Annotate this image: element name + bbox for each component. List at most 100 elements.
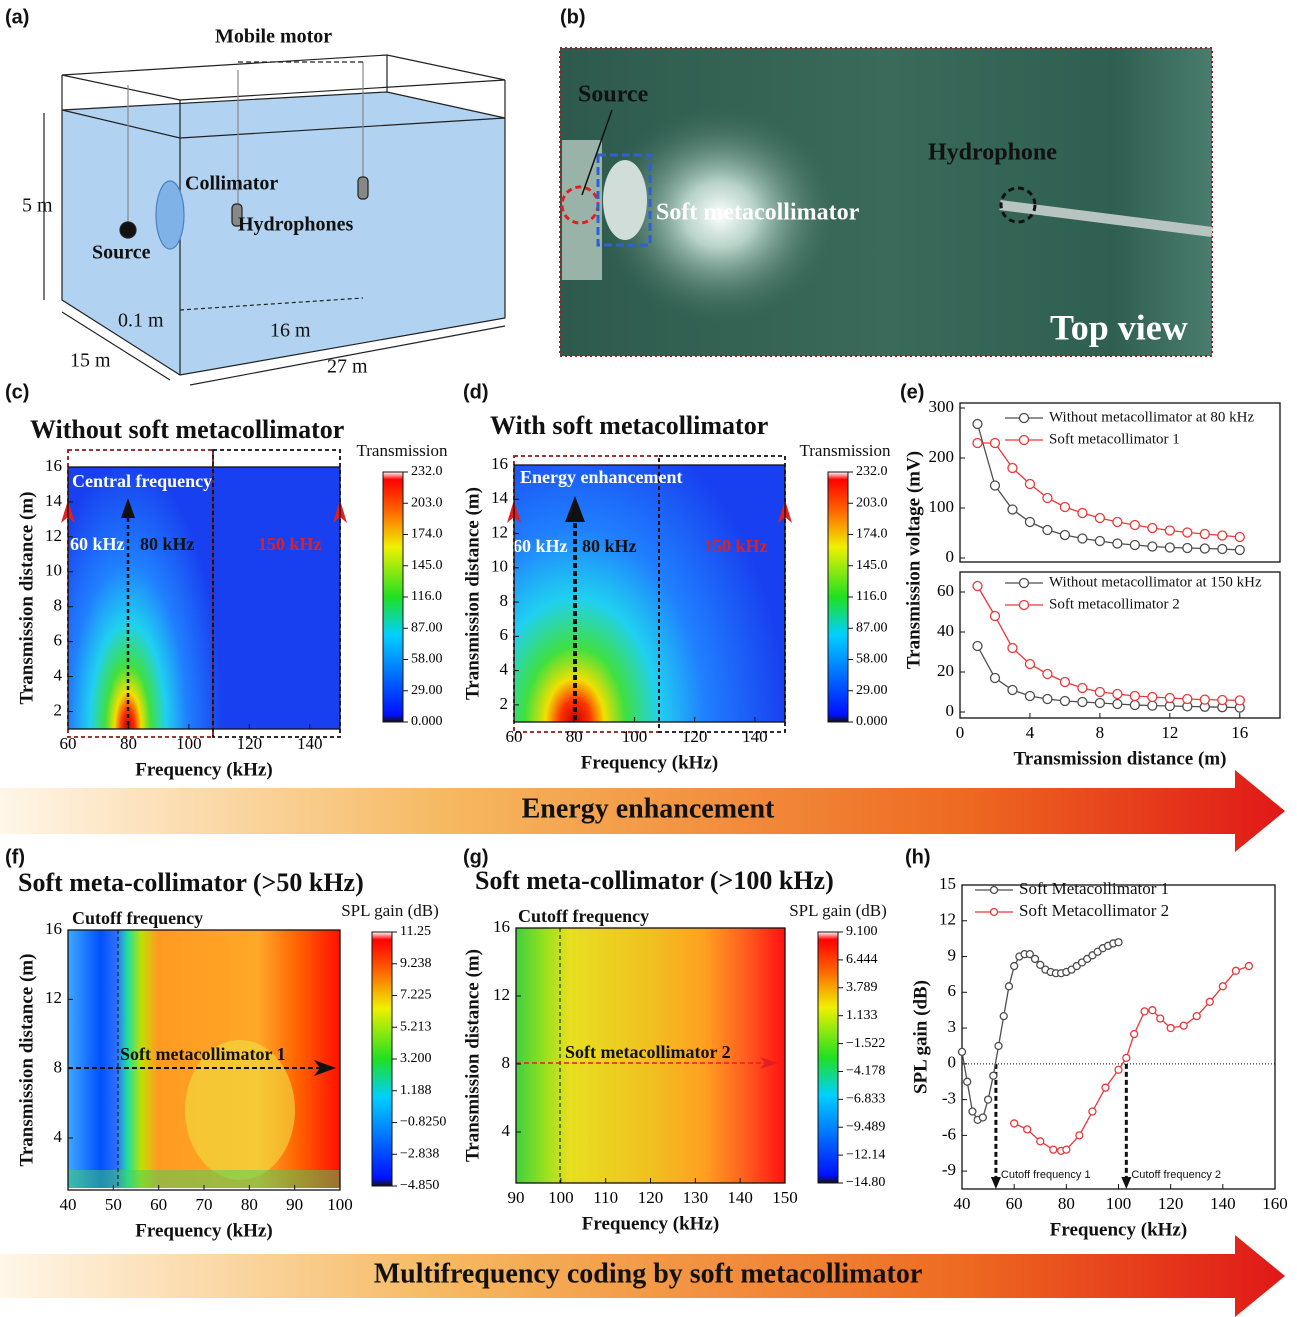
data-point: [1010, 1119, 1019, 1128]
data-point: [1234, 544, 1245, 556]
diagram-label: 27 m: [327, 356, 368, 378]
legend-label: Soft metacollimator 2: [1049, 596, 1180, 612]
data-point: [1231, 966, 1241, 975]
colorbar-tick-label: −2.838: [400, 1146, 439, 1161]
chart-title: Soft meta-collimator (>50 kHz): [18, 868, 364, 897]
data-point: [1101, 1083, 1110, 1092]
colorbar: [371, 931, 393, 1187]
legend-label: Without metacollimator at 150 kHz: [1049, 574, 1262, 590]
y-tick-label: 2: [54, 700, 63, 719]
colorbar-tick-label: 58.00: [411, 652, 443, 667]
data-point: [1049, 1145, 1058, 1154]
x-tick-label: 100: [327, 1195, 353, 1214]
series-line: [976, 645, 1240, 709]
data-point: [1166, 1023, 1175, 1033]
data-point: [1042, 524, 1053, 536]
data-point: [1217, 694, 1228, 706]
contour-field: [68, 928, 785, 1188]
colorbar-tick-label: 116.0: [856, 589, 887, 604]
colorbar-tick-label: 9.100: [846, 924, 878, 939]
data-point: [989, 437, 1001, 449]
colorbar: [827, 471, 849, 723]
chart-title: Without soft metacollimator: [30, 415, 344, 444]
data-point: [1130, 1029, 1139, 1039]
data-point: [957, 1047, 967, 1057]
colorbar-tick-label: −6.833: [846, 1092, 885, 1107]
y-tick-label: 15: [939, 874, 956, 893]
data-point: [1059, 501, 1071, 513]
data-point: [1156, 1014, 1165, 1023]
colorbar-tick-label: 3.200: [400, 1051, 432, 1066]
data-point: [1059, 695, 1071, 707]
y-tick-label: 200: [929, 447, 955, 466]
data-point: [983, 1095, 993, 1104]
data-point: [1094, 535, 1106, 547]
chart-title: With soft metacollimator: [490, 411, 768, 440]
data-point: [1094, 697, 1106, 709]
colorbar-tick-label: 1.188: [400, 1083, 432, 1098]
y-tick-label: 10: [45, 561, 62, 580]
plot-frame: [959, 571, 1281, 719]
data-point: [1077, 682, 1088, 694]
cutoff-label: Cutoff frequency 2: [1131, 1169, 1221, 1181]
data-point: [978, 1113, 988, 1122]
banner-text: Multifrequency coding by soft metacollim…: [374, 1258, 923, 1289]
colorbar-label: SPL gain (dB): [789, 901, 887, 920]
data-point: [1199, 543, 1210, 554]
panel-label: (e): [900, 381, 924, 403]
y-tick-label: 0: [946, 547, 955, 566]
colorbar-tick-label: 174.0: [856, 527, 888, 542]
x-tick-label: 140: [1210, 1194, 1236, 1213]
y-tick-label: 3: [948, 1017, 957, 1036]
plot-frame: [961, 884, 1276, 1190]
panel-label: (h): [905, 846, 931, 868]
data-point: [1088, 1107, 1097, 1116]
colorbar: [382, 471, 404, 723]
x-tick-label: 70: [196, 1195, 213, 1214]
data-point: [1036, 1137, 1045, 1146]
colorbar-tick-label: 232.0: [856, 464, 888, 479]
data-point: [1059, 529, 1071, 541]
data-point: [1147, 700, 1158, 711]
colorbar-tick-label: 29.00: [411, 683, 443, 698]
annotation: Energy enhancement: [520, 467, 682, 487]
panel-label: (b): [560, 6, 586, 28]
panel-label: (f): [5, 846, 25, 868]
y-tick-label: 40: [937, 621, 954, 640]
data-point: [963, 1077, 972, 1086]
annotation: 80 kHz: [140, 534, 195, 554]
annotation: Central frequency: [72, 471, 212, 491]
data-point: [1114, 938, 1123, 947]
y-tick-label: 300: [929, 397, 955, 416]
colorbar-tick-label: 9.238: [400, 956, 432, 971]
data-point: [1112, 538, 1123, 549]
colorbar-tick-label: 87.00: [411, 620, 443, 635]
data-point: [989, 610, 1001, 622]
x-tick-label: 150: [772, 1188, 798, 1207]
photo-label: Source: [578, 82, 649, 108]
plot-frame: [513, 464, 786, 723]
x-tick-label: 140: [727, 1188, 753, 1207]
y-tick-label: 16: [491, 454, 508, 473]
y-tick-label: 100: [929, 497, 955, 516]
data-point: [1129, 539, 1141, 551]
data-point: [1030, 954, 1040, 964]
data-point: [1182, 527, 1193, 538]
y-tick-label: 10: [491, 557, 508, 576]
x-tick-label: 0: [956, 723, 965, 742]
legend-marker: [1018, 412, 1030, 424]
colorbar-tick-label: −0.8250: [400, 1115, 446, 1130]
data-point: [989, 672, 1001, 684]
colorbar-tick-label: −4.178: [846, 1064, 885, 1079]
data-point: [1199, 528, 1210, 540]
data-point: [1218, 982, 1227, 991]
data-point: [1024, 478, 1036, 490]
annotation: Soft metacollimator 1: [120, 1044, 286, 1064]
x-tick-label: 60: [150, 1195, 167, 1214]
x-tick-label: 4: [1026, 723, 1035, 742]
x-tick-label: 80: [241, 1195, 258, 1214]
diagram-label: 16 m: [270, 320, 311, 342]
annotation: 150 kHz: [258, 534, 322, 554]
x-axis-label: Frequency (kHz): [582, 1213, 719, 1234]
